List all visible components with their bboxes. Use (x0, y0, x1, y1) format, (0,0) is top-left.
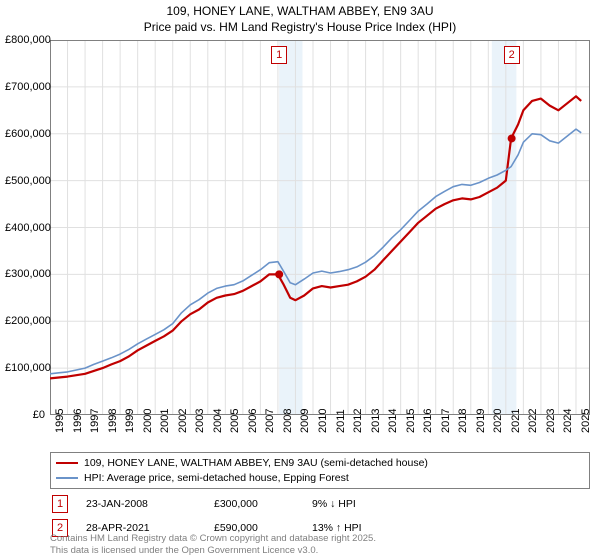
legend-label-2: HPI: Average price, semi-detached house,… (84, 471, 349, 486)
chart-container: 109, HONEY LANE, WALTHAM ABBEY, EN9 3AU … (0, 0, 600, 560)
x-tick-label: 1997 (89, 409, 101, 433)
x-tick-label: 2006 (247, 409, 259, 433)
line-chart-svg (50, 40, 590, 415)
x-tick-label: 2015 (405, 409, 417, 433)
legend-row-series2: HPI: Average price, semi-detached house,… (56, 471, 584, 486)
x-tick-label: 2021 (510, 409, 522, 433)
sale-delta-1: 9% ↓ HPI (312, 498, 356, 510)
legend-box: 109, HONEY LANE, WALTHAM ABBEY, EN9 3AU … (50, 452, 590, 489)
x-tick-label: 2020 (492, 409, 504, 433)
y-tick-label: £300,000 (5, 268, 45, 280)
legend-row-series1: 109, HONEY LANE, WALTHAM ABBEY, EN9 3AU … (56, 456, 584, 471)
x-tick-label: 1998 (107, 409, 119, 433)
sale-date-1: 23-JAN-2008 (86, 498, 196, 510)
title-line2: Price paid vs. HM Land Registry's House … (0, 20, 600, 36)
x-tick-label: 1999 (124, 409, 136, 433)
y-tick-label: £700,000 (5, 81, 45, 93)
title-line1: 109, HONEY LANE, WALTHAM ABBEY, EN9 3AU (0, 4, 600, 20)
x-tick-label: 2010 (317, 409, 329, 433)
footer-line1: Contains HM Land Registry data © Crown c… (50, 533, 376, 545)
y-tick-label: £800,000 (5, 34, 45, 46)
x-tick-label: 2012 (352, 409, 364, 433)
sale-marker-1: 1 (52, 495, 68, 513)
x-tick-label: 2009 (299, 409, 311, 433)
sale-price-1: £300,000 (214, 498, 294, 510)
x-tick-label: 2002 (177, 409, 189, 433)
x-tick-label: 2019 (475, 409, 487, 433)
x-tick-label: 2001 (159, 409, 171, 433)
y-tick-label: £0 (5, 409, 45, 421)
legend-label-1: 109, HONEY LANE, WALTHAM ABBEY, EN9 3AU … (84, 456, 428, 471)
x-tick-label: 2017 (440, 409, 452, 433)
y-tick-label: £100,000 (5, 362, 45, 374)
x-tick-label: 2005 (229, 409, 241, 433)
x-tick-label: 2008 (282, 409, 294, 433)
y-tick-label: £500,000 (5, 175, 45, 187)
x-tick-label: 2000 (142, 409, 154, 433)
x-tick-label: 2023 (545, 409, 557, 433)
chart-marker-1: 1 (271, 46, 287, 64)
x-tick-label: 1996 (72, 409, 84, 433)
x-tick-label: 2016 (422, 409, 434, 433)
x-tick-label: 2003 (194, 409, 206, 433)
y-tick-label: £400,000 (5, 222, 45, 234)
y-tick-label: £600,000 (5, 128, 45, 140)
chart-marker-2: 2 (504, 46, 520, 64)
legend-and-sales: 109, HONEY LANE, WALTHAM ABBEY, EN9 3AU … (50, 452, 590, 537)
footer: Contains HM Land Registry data © Crown c… (50, 533, 376, 557)
x-tick-label: 1995 (54, 409, 66, 433)
x-tick-label: 2018 (457, 409, 469, 433)
title-block: 109, HONEY LANE, WALTHAM ABBEY, EN9 3AU … (0, 0, 600, 35)
y-tick-label: £200,000 (5, 315, 45, 327)
footer-line2: This data is licensed under the Open Gov… (50, 545, 376, 557)
x-tick-label: 2024 (562, 409, 574, 433)
x-tick-label: 2025 (580, 409, 592, 433)
x-tick-label: 2022 (527, 409, 539, 433)
x-tick-label: 2014 (387, 409, 399, 433)
x-tick-label: 2007 (264, 409, 276, 433)
x-tick-label: 2013 (370, 409, 382, 433)
legend-swatch-1 (56, 462, 78, 464)
x-tick-label: 2004 (212, 409, 224, 433)
x-tick-label: 2011 (335, 409, 347, 433)
sale-row-1: 1 23-JAN-2008 £300,000 9% ↓ HPI (50, 495, 590, 513)
plot-area: £0£100,000£200,000£300,000£400,000£500,0… (50, 40, 590, 415)
legend-swatch-2 (56, 477, 78, 479)
